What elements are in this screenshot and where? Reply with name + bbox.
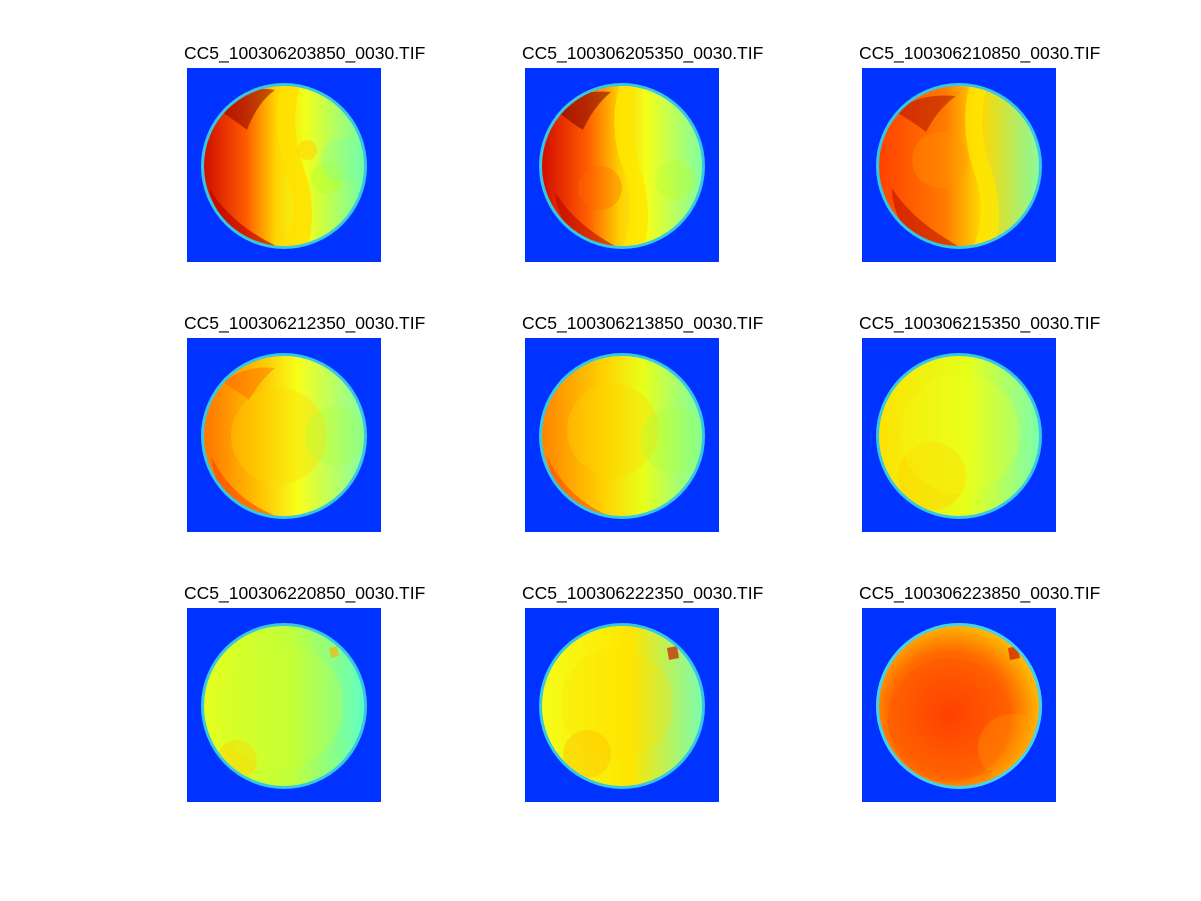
- panel-1: CC5_100306203850_0030.TIF: [184, 43, 425, 262]
- panel-8: CC5_100306222350_0030.TIF: [522, 583, 763, 802]
- heatmap-image: [862, 338, 1056, 532]
- heatmap-image: [525, 338, 719, 532]
- panel-title: CC5_100306205350_0030.TIF: [522, 43, 764, 63]
- heatmap-image: [187, 338, 381, 532]
- panel-title: CC5_100306220850_0030.TIF: [184, 583, 426, 603]
- panel-5: CC5_100306213850_0030.TIF: [522, 313, 763, 532]
- heatmap-image: [187, 608, 381, 802]
- panel-7: CC5_100306220850_0030.TIF: [184, 583, 425, 802]
- panel-title: CC5_100306223850_0030.TIF: [859, 583, 1101, 603]
- heatmap-image: [187, 68, 381, 262]
- panel-4: CC5_100306212350_0030.TIF: [184, 313, 425, 532]
- panel-6: CC5_100306215350_0030.TIF: [859, 313, 1100, 532]
- panel-title: CC5_100306203850_0030.TIF: [184, 43, 426, 63]
- panel-title: CC5_100306213850_0030.TIF: [522, 313, 764, 333]
- panel-9: CC5_100306223850_0030.TIF: [859, 583, 1100, 802]
- panel-title: CC5_100306212350_0030.TIF: [184, 313, 426, 333]
- panel-title: CC5_100306215350_0030.TIF: [859, 313, 1101, 333]
- heatmap-image: [525, 68, 719, 262]
- heatmap-image: [862, 68, 1056, 262]
- panel-2: CC5_100306205350_0030.TIF: [522, 43, 763, 262]
- heatmap-image: [525, 608, 719, 802]
- panel-title: CC5_100306210850_0030.TIF: [859, 43, 1101, 63]
- panel-3: CC5_100306210850_0030.TIF: [859, 43, 1100, 262]
- heatmap-image: [862, 608, 1056, 802]
- panel-title: CC5_100306222350_0030.TIF: [522, 583, 764, 603]
